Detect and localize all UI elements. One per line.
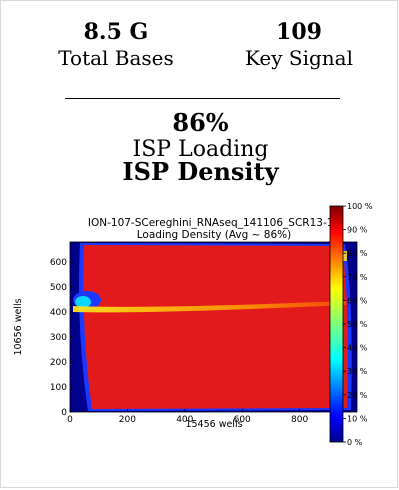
- total-bases-value: 8.5 G: [83, 19, 149, 45]
- chart-subtitle: Loading Density (Avg ~ 86%): [137, 229, 291, 241]
- x-axis-label: 15456 wells: [185, 419, 242, 430]
- total-bases-label: Total Bases: [58, 46, 174, 70]
- y-axis-label: 10656 wells: [13, 298, 24, 355]
- x-tick-label: 200: [119, 415, 136, 425]
- isp-density-title: ISP Density: [122, 157, 279, 186]
- colorbar-tick-label: 30 %: [347, 367, 368, 376]
- y-tick-label: 0: [61, 408, 67, 418]
- isp-loading-label: ISP Loading: [132, 137, 269, 162]
- chart-title: ION-107-SCereghini_RNAseq_141106_SCR13-1…: [88, 217, 341, 229]
- divider: [65, 98, 340, 99]
- x-tick-label: 800: [291, 415, 308, 425]
- key-signal-value: 109: [276, 19, 322, 45]
- y-tick-label: 500: [50, 283, 67, 293]
- colorbar: [329, 205, 344, 443]
- total-bases-stat: 8.5 G Total Bases: [46, 19, 186, 71]
- y-tick-label: 400: [50, 308, 67, 318]
- colorbar-ticks: 0 % 10 % 20 % 30 % 40 % 50 % 60 % 70 % 80 % 90 % 1…: [343, 202, 373, 447]
- left-edge-void-core: [75, 296, 91, 308]
- chip-loading-region: [83, 245, 348, 409]
- colorbar-tick-label: 40 %: [347, 344, 368, 353]
- y-tick-label: 300: [50, 333, 67, 343]
- colorbar-tick-label: 100 %: [347, 202, 373, 211]
- y-tick-label: 100: [50, 383, 67, 393]
- loading-streak: [73, 301, 346, 313]
- colorbar-tick-label: 0 %: [347, 438, 363, 447]
- x-tick-label: 600: [234, 415, 251, 425]
- colorbar-tick-label: 50 %: [347, 320, 368, 329]
- x-tick-label: 0: [67, 415, 73, 425]
- y-tick-label: 200: [50, 358, 67, 368]
- plot-frame: [69, 241, 358, 413]
- colorbar-tick-label: 90 %: [347, 226, 368, 235]
- y-tick-label: 600: [50, 258, 67, 268]
- colorbar-tick-label: 20 %: [347, 391, 368, 400]
- key-signal-label: Key Signal: [245, 46, 353, 70]
- isp-loading-stat: 86% ISP Loading: [1, 109, 399, 163]
- key-signal-stat: 109 Key Signal: [229, 19, 369, 71]
- colorbar-tick-label: 80 %: [347, 249, 368, 258]
- colorbar-tick-label: 60 %: [347, 296, 368, 305]
- colorbar-tick-label: 70 %: [347, 273, 368, 282]
- x-tick-label: 400: [176, 415, 193, 425]
- isp-loading-value: 86%: [172, 108, 229, 137]
- axis-ticks: 0 200 400 600 800 0 100 200 300 400 500 600: [50, 258, 309, 425]
- colorbar-tick-label: 10 %: [347, 414, 368, 423]
